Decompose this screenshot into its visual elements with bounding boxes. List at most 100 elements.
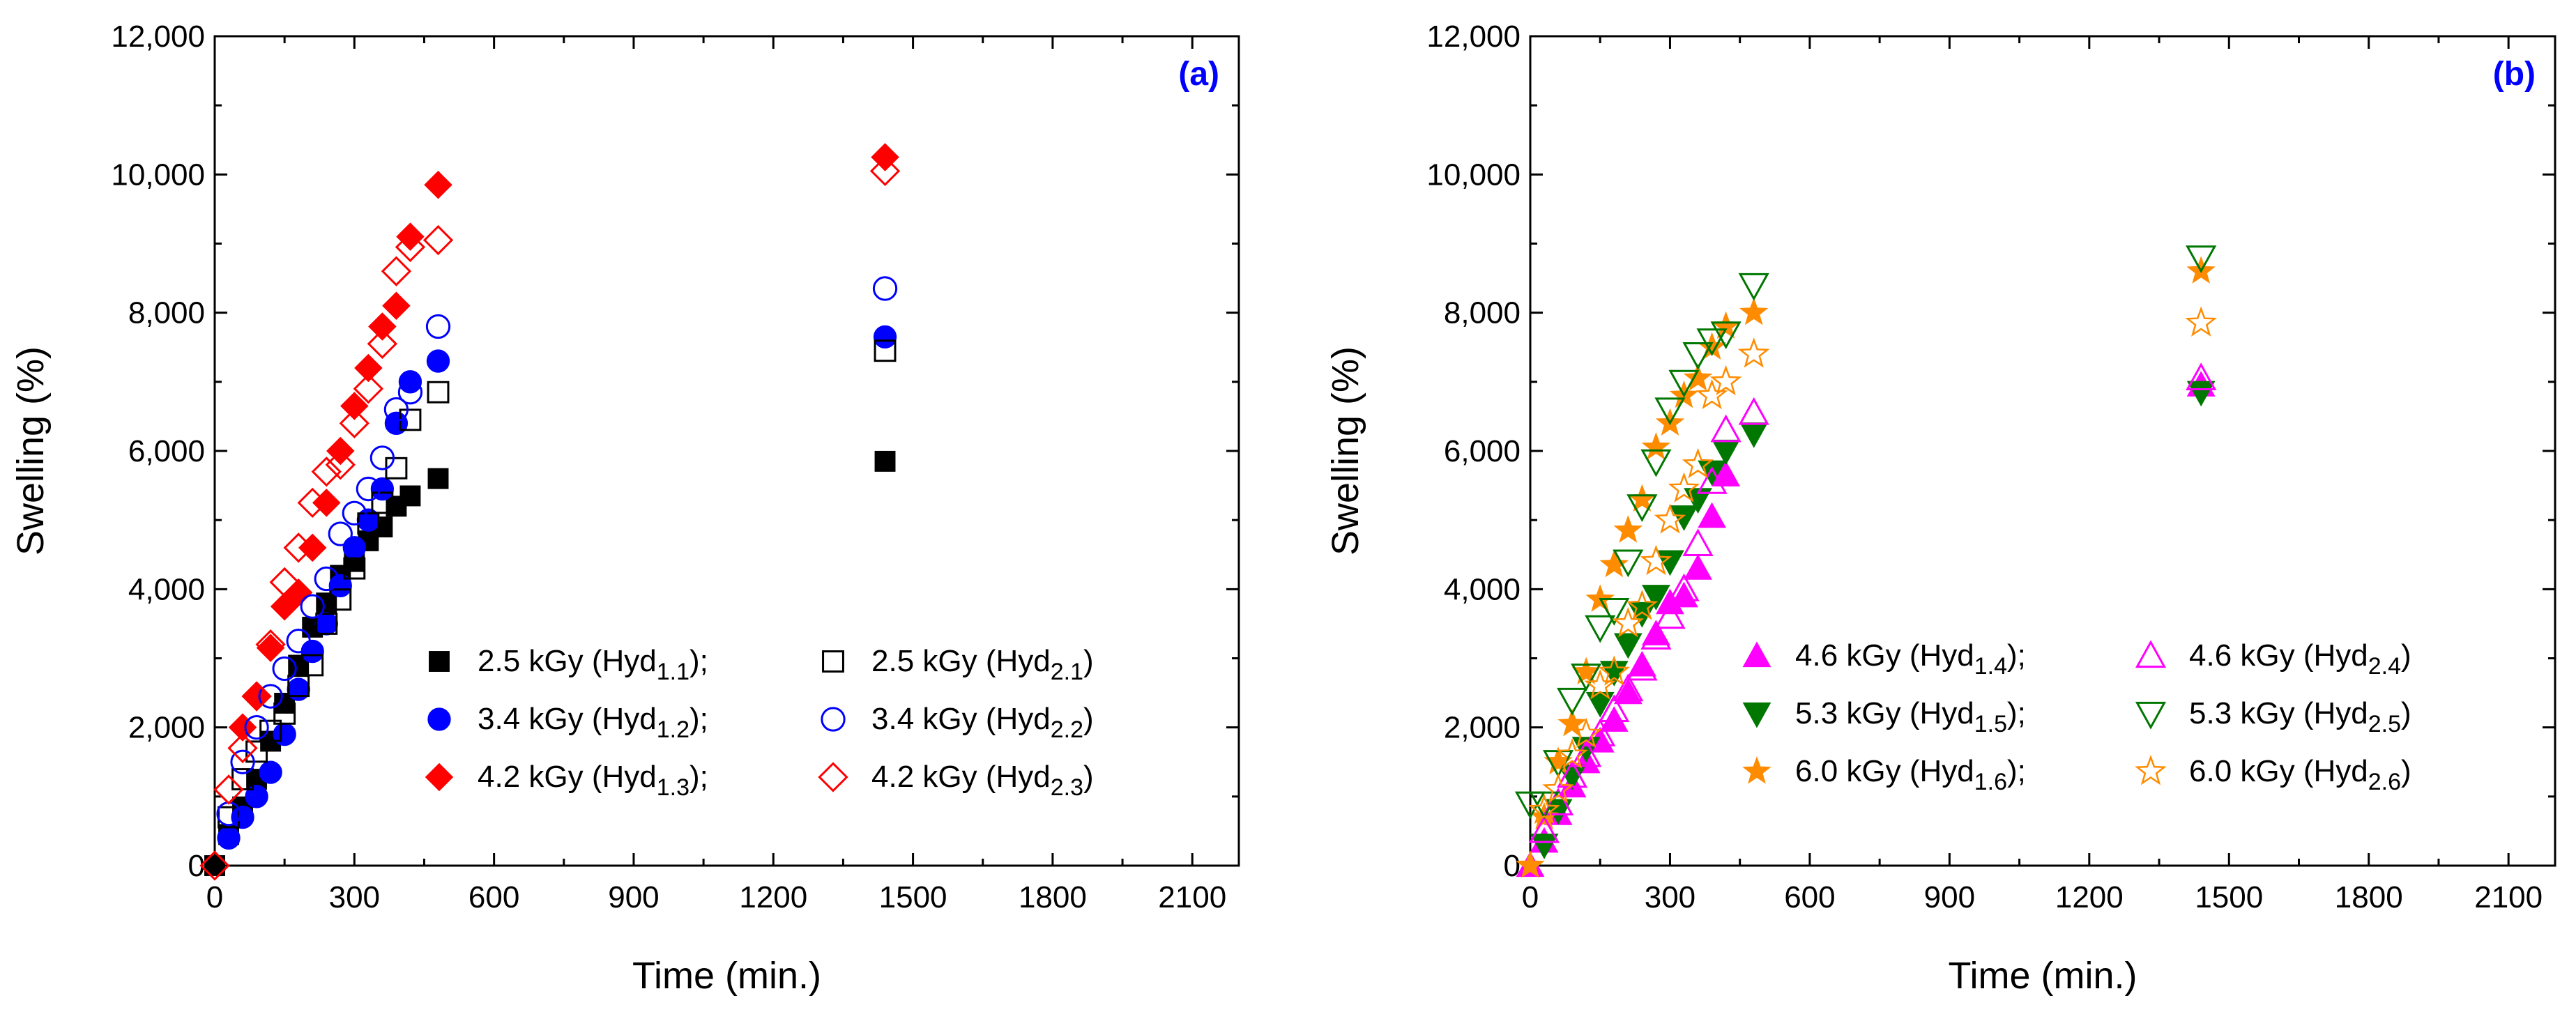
data-point [256, 634, 285, 662]
y-tick-label: 2,000 [128, 711, 205, 745]
legend-marker [2135, 755, 2167, 785]
data-point [1627, 484, 1657, 512]
chart-panel-a: 0 300 600 900 1200 1500 1800 210002,0004,0006,0… [10, 20, 1240, 997]
y-tick-label: 10,000 [111, 158, 205, 192]
data-point [284, 578, 313, 607]
y-tick-label: 6,000 [128, 434, 205, 468]
data-point [2186, 362, 2217, 391]
y-tick-label: 8,000 [1444, 296, 1521, 330]
data-point [1613, 549, 1644, 578]
data-point [1571, 664, 1602, 691]
data-point [1738, 273, 1769, 301]
data-point [1641, 432, 1671, 460]
data-point [328, 574, 352, 598]
legend-marker [2135, 701, 2167, 730]
data-point [2186, 245, 2217, 273]
data-point [370, 477, 395, 501]
data-point [1556, 738, 1588, 769]
data-point [1696, 466, 1728, 494]
data-point [353, 374, 384, 404]
data-point [1613, 673, 1644, 702]
data-point [1585, 615, 1616, 643]
data-point [272, 656, 297, 682]
data-point [314, 612, 338, 636]
legend-marker [427, 707, 451, 731]
data-point [1711, 311, 1741, 339]
x-tick-label: 900 [1924, 880, 1975, 914]
x-tick-label: 1800 [1019, 880, 1087, 914]
data-point [342, 500, 367, 526]
data-point [1682, 342, 1714, 370]
data-point [427, 381, 450, 404]
data-point [217, 826, 241, 850]
data-point [241, 681, 272, 712]
data-point [1516, 850, 1545, 878]
data-point [2186, 381, 2216, 407]
data-point [1642, 585, 1670, 611]
data-point [397, 380, 423, 405]
data-point [1739, 422, 1769, 448]
legend-item: 5.3 kGy (Hyd2.5) [2135, 696, 2411, 737]
x-tick-label: 1500 [879, 880, 947, 914]
data-point [368, 312, 397, 341]
legend-label: 5.3 kGy (Hyd1.5); [1795, 696, 2026, 737]
data-point [1682, 528, 1714, 557]
legend-item: 3.4 kGy (Hyd2.2) [821, 702, 1094, 743]
x-tick-label: 1200 [2055, 880, 2124, 914]
data-point [1670, 505, 1698, 531]
x-tick-label: 0 [1522, 880, 1539, 914]
legend-item: 4.2 kGy (Hyd1.3); [425, 760, 708, 801]
data-point [1612, 606, 1645, 638]
data-point [426, 349, 450, 373]
legend-item: 2.5 kGy (Hyd2.1) [822, 644, 1094, 685]
data-point [874, 450, 896, 472]
data-point [385, 457, 408, 480]
data-point [1599, 597, 1630, 626]
data-point [283, 532, 314, 563]
x-tick-label: 0 [206, 880, 223, 914]
data-point [1709, 365, 1742, 396]
data-point [286, 629, 311, 654]
legend-item: 4.6 kGy (Hyd2.4) [2135, 638, 2411, 680]
legend-marker [821, 707, 846, 732]
data-point [1640, 622, 1672, 650]
data-point [424, 170, 452, 199]
data-point [259, 760, 282, 784]
data-point [1683, 363, 1713, 391]
data-point [422, 224, 454, 256]
x-tick-label: 600 [468, 880, 519, 914]
y-tick-label: 8,000 [128, 296, 205, 330]
legend-item: 4.2 kGy (Hyd2.3) [818, 760, 1094, 801]
data-point [1640, 449, 1672, 477]
y-tick-label: 6,000 [1444, 434, 1521, 468]
legend-label: 2.5 kGy (Hyd2.1) [871, 644, 1094, 685]
data-point [340, 392, 369, 420]
y-tick-label: 2,000 [1444, 711, 1521, 745]
data-point [273, 702, 296, 725]
x-tick-label: 600 [1784, 880, 1835, 914]
data-point [427, 468, 449, 489]
data-point [259, 719, 282, 742]
data-point [1570, 717, 1603, 749]
data-point [874, 339, 897, 362]
data-point [315, 612, 338, 635]
data-point [314, 566, 339, 592]
data-point [300, 594, 325, 619]
data-point [273, 722, 296, 746]
data-point [301, 654, 324, 677]
legend-marker [1742, 641, 1771, 668]
data-point [1668, 472, 1700, 503]
data-point [381, 256, 412, 286]
y-tick-label: 4,000 [128, 572, 205, 606]
data-point [244, 715, 269, 740]
data-point [1627, 650, 1656, 677]
series-5 [1528, 306, 2218, 825]
data-point [367, 328, 398, 359]
data-point [255, 629, 286, 660]
legend-label: 6.0 kGy (Hyd2.6) [2189, 754, 2411, 795]
data-point [1557, 687, 1588, 716]
x-tick-label: 900 [608, 880, 659, 914]
data-point [199, 850, 230, 881]
y-tick-label: 12,000 [111, 20, 205, 54]
data-point [245, 785, 268, 808]
